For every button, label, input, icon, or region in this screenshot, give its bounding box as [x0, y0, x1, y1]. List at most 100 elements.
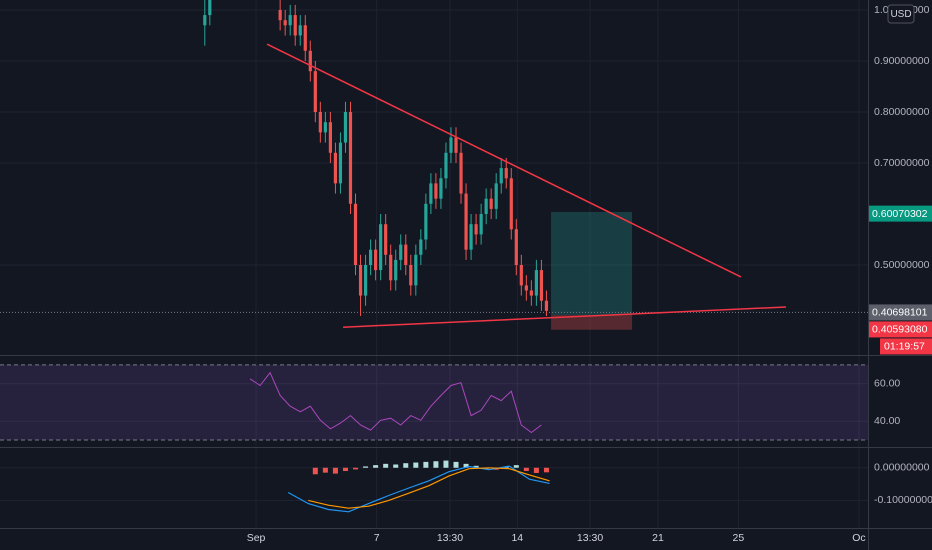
y-tick-label: 0.50000000: [874, 259, 930, 271]
candle-body: [409, 264, 413, 286]
histogram-bar: [342, 467, 348, 472]
histogram-bar: [373, 465, 379, 468]
candle-body: [459, 152, 463, 194]
currency: USD: [890, 9, 911, 20]
candle-body: [308, 50, 312, 72]
candle-body: [278, 9, 282, 21]
histogram-bar: [443, 460, 449, 468]
histogram-bar: [312, 467, 318, 475]
histogram-bar: [543, 467, 549, 473]
price-label: 0.60070302: [872, 208, 928, 220]
candle-body: [484, 198, 488, 214]
price-label-box: [869, 205, 932, 222]
rsi-pane: [0, 364, 868, 441]
price-label-box: [869, 321, 932, 338]
histogram-bar: [363, 466, 369, 468]
y-tick-label: 0.80000000: [874, 106, 930, 118]
histogram-bar: [403, 463, 409, 468]
x-tick-label: 13:30: [577, 532, 603, 544]
candle-body: [374, 249, 378, 271]
candle-body: [384, 224, 388, 255]
histogram-bar: [423, 461, 429, 468]
candle-body: [524, 285, 528, 291]
histogram-bar: [322, 467, 328, 473]
candle-body: [358, 264, 363, 296]
histogram-bar: [413, 462, 419, 468]
candle-body: [424, 203, 428, 240]
histogram-bar: [332, 467, 338, 474]
target-zone: [551, 211, 633, 315]
candle-body: [534, 270, 538, 296]
candle-body: [479, 213, 483, 235]
histogram-bar: [393, 464, 399, 468]
x-tick-label: Sep: [247, 532, 266, 544]
candle-body: [509, 178, 513, 230]
candle-body: [464, 193, 468, 250]
x-tick-label: 25: [733, 532, 745, 544]
candle-body: [298, 25, 302, 36]
histogram-bar: [463, 463, 469, 468]
candle-body: [489, 198, 493, 209]
price-label: 0.40593080: [872, 324, 928, 336]
x-tick-label: 14: [511, 532, 523, 544]
candle-body: [208, 0, 212, 16]
y-tick-label: 60.00: [874, 377, 900, 389]
candle-body: [293, 15, 297, 36]
y-tick-label: 0.00000000: [874, 462, 930, 474]
currency-button[interactable]: [887, 4, 915, 24]
candle-body: [379, 224, 383, 271]
candle-body: [363, 264, 368, 296]
candle-body: [544, 300, 549, 311]
y-tick-label: -0.10000000: [874, 494, 932, 506]
candle-body: [343, 111, 348, 143]
trend-line: [266, 43, 742, 278]
histogram-bar: [533, 467, 539, 473]
countdown: 01:19:57: [884, 341, 925, 353]
x-tick-label: 13:30: [437, 532, 463, 544]
candle-body: [348, 111, 353, 204]
candle-body: [353, 203, 358, 265]
candle-body: [414, 254, 418, 286]
axes: 1.000000000.900000000.800000000.70000000…: [247, 4, 932, 544]
countdown-box: [880, 338, 932, 355]
candle-body: [429, 183, 433, 204]
price-label: 0.40698101: [872, 307, 928, 319]
histogram-bar: [433, 461, 439, 468]
candle-body: [449, 137, 453, 153]
candle-body: [399, 244, 403, 260]
candle-body: [434, 183, 438, 199]
candle-body: [283, 20, 287, 26]
candle-body: [203, 15, 207, 26]
histogram-bar: [513, 465, 519, 468]
x-tick-label: 21: [652, 532, 664, 544]
macd-line: [287, 465, 550, 513]
candle-body: [444, 152, 448, 179]
candle-body: [328, 122, 332, 153]
candle-body: [474, 224, 478, 235]
x-tick-label: 7: [374, 532, 380, 544]
histogram-bar: [453, 461, 459, 468]
y-tick-label: 0.90000000: [874, 55, 930, 67]
candle-body: [454, 137, 458, 153]
candle-body: [313, 71, 317, 112]
candle-body: [529, 290, 533, 296]
candle-body: [439, 178, 443, 199]
candle-body: [394, 259, 398, 281]
candle-body: [303, 25, 307, 51]
candle-body: [338, 142, 343, 184]
candle-body: [519, 264, 523, 286]
trend-line: [343, 306, 787, 328]
candle-body: [333, 152, 338, 184]
rsi-line: [249, 371, 542, 434]
x-tick-label: Oc: [852, 532, 865, 544]
candle-body: [504, 168, 508, 179]
macd-pane: [287, 460, 550, 513]
candle-body: [323, 122, 327, 133]
candle-body: [469, 224, 473, 250]
candle-body: [539, 270, 544, 301]
histogram-bar: [353, 467, 359, 470]
price-pane: [0, 0, 868, 330]
stop-zone: [551, 314, 633, 330]
price-label-box: [869, 304, 932, 321]
